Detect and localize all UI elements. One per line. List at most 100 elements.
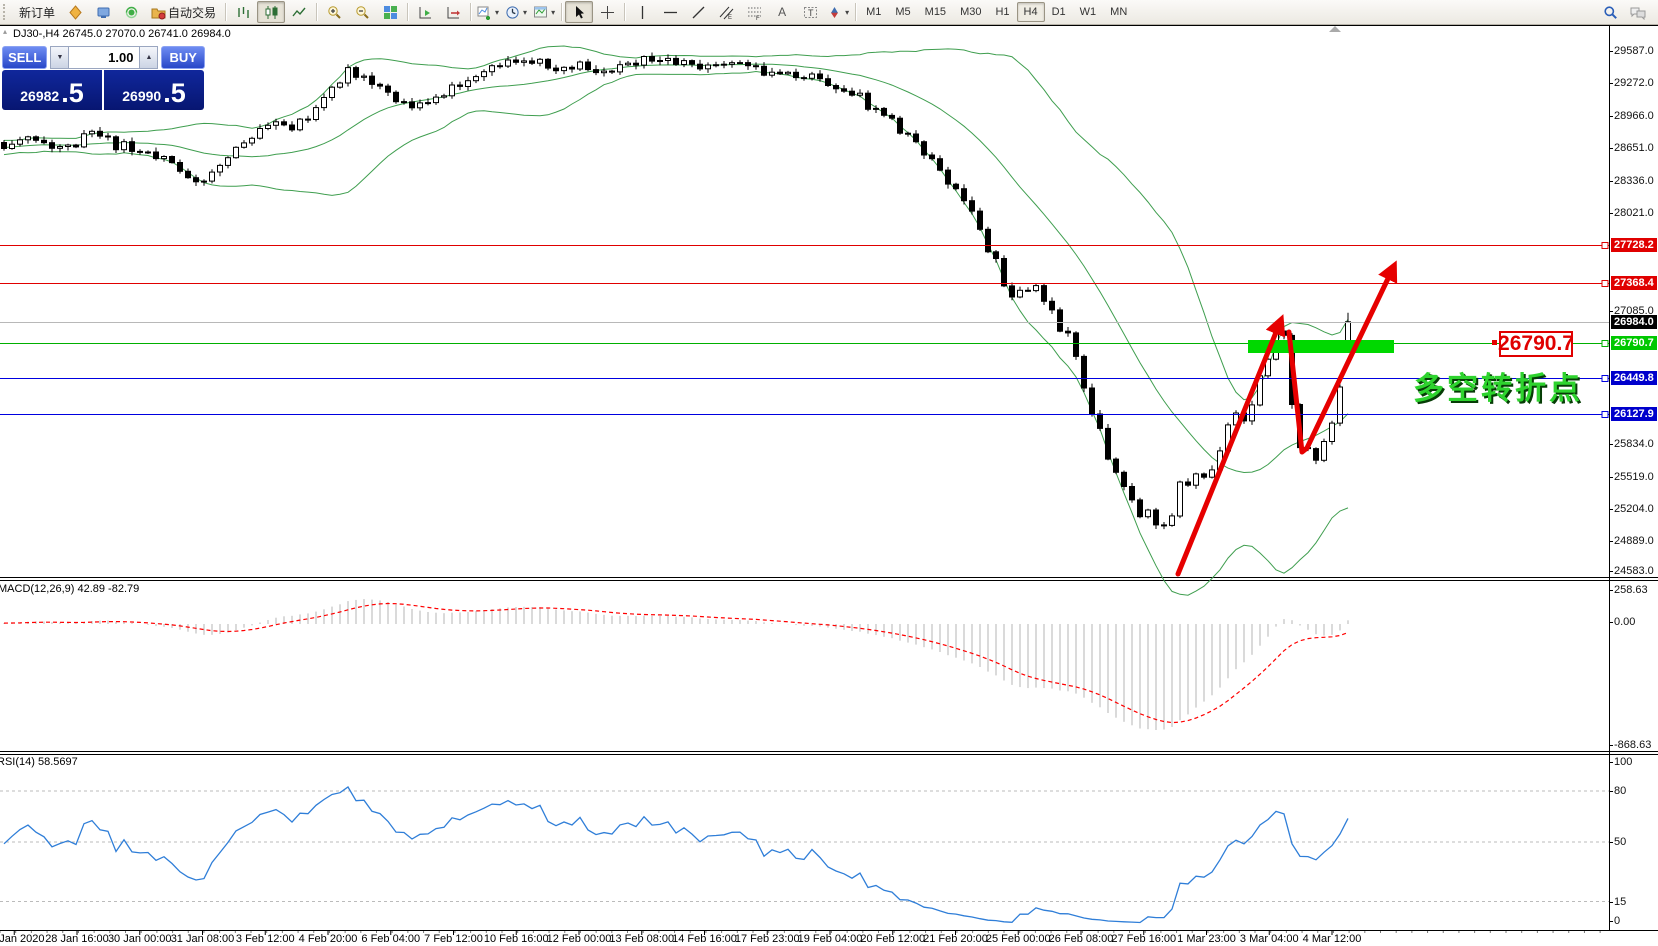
time-axis-label: 7 Feb 12:00	[424, 933, 483, 945]
buy-price[interactable]: 26990 .5	[104, 70, 204, 110]
sell-button[interactable]: SELL	[2, 46, 48, 69]
market-icon[interactable]	[89, 1, 117, 23]
cn-annotation: 多空转折点	[1413, 371, 1583, 406]
price-axis-tick: 29587.0	[1614, 45, 1654, 57]
macd-axis-tick: 0.00	[1614, 616, 1636, 628]
channel-badge: E	[728, 15, 732, 20]
time-axis-label: 30 Jan 00:00	[107, 933, 172, 945]
rsi-axis-tick: 100	[1614, 756, 1633, 768]
signals-icon[interactable]	[117, 1, 145, 23]
time-axis-label: 12 Feb 00:00	[546, 933, 612, 945]
sell-price-frac: .5	[61, 78, 84, 108]
autotrading-icon	[151, 8, 166, 19]
price-axis-tick: 28966.0	[1614, 110, 1654, 122]
one-click-trade-panel: SELL ▼ ▲ BUY 26982 .5 26990 .5	[2, 46, 205, 110]
time-axis-label: 26 Feb 08:00	[1048, 933, 1114, 945]
tab-timeframe-m15[interactable]: M15	[924, 6, 947, 18]
text-label-tool[interactable]: T	[796, 1, 824, 23]
price-level-label: 27368.4	[1611, 276, 1657, 290]
price-level-label: 26127.9	[1611, 407, 1657, 421]
price-level-label: 26984.0	[1611, 315, 1657, 329]
tile-windows-icon[interactable]	[376, 1, 404, 23]
time-axis-label: 21 Feb 20:00	[923, 933, 988, 945]
sell-price-main: 26982	[20, 88, 60, 104]
bar-chart-icon[interactable]	[229, 1, 257, 23]
price-axis-tick: 27085.0	[1614, 305, 1654, 317]
price-level-label: 26790.7	[1611, 336, 1657, 350]
buy-button[interactable]: BUY	[161, 46, 205, 69]
time-axis-label: 25 Feb 00:00	[985, 933, 1051, 945]
time-axis-label: 17 Feb 23:00	[734, 933, 800, 945]
zoom-out-icon[interactable]	[348, 1, 376, 23]
periods-button[interactable]: ▾	[502, 1, 530, 23]
metaeditor-icon[interactable]	[61, 1, 89, 23]
autotrading-button[interactable]: 自动交易	[145, 1, 222, 23]
price-callout-box[interactable]: 26790.7	[1498, 331, 1574, 357]
tab-timeframe-m30[interactable]: M30	[960, 6, 982, 18]
sell-price[interactable]: 26982 .5	[2, 70, 102, 110]
fibonacci-tool[interactable]: F	[740, 1, 768, 23]
price-axis-tick: 24583.0	[1614, 565, 1654, 577]
equidistant-channel-tool[interactable]: E	[712, 1, 740, 23]
tab-timeframe-m5[interactable]: M5	[895, 6, 911, 18]
volume-decrease-button[interactable]: ▼	[50, 46, 70, 69]
chevron-down-icon: ▾	[495, 7, 500, 17]
tab-timeframe-mn[interactable]: MN	[1110, 6, 1128, 18]
line-chart-icon[interactable]	[285, 1, 313, 23]
rsi-axis-tick: 15	[1614, 896, 1627, 908]
time-axis-label: 4 Feb 20:00	[298, 933, 358, 945]
candlestick-chart-icon[interactable]	[257, 1, 286, 23]
horizontal-line-tool[interactable]	[656, 1, 684, 23]
tab-timeframe-d1[interactable]: D1	[1051, 6, 1066, 18]
chevron-down-icon: ▾	[551, 7, 556, 17]
price-axis-tick: 28336.0	[1614, 175, 1654, 187]
crosshair-tool[interactable]	[593, 1, 621, 23]
cursor-tool[interactable]	[565, 1, 594, 23]
vertical-line-tool[interactable]	[628, 1, 656, 23]
trendline-tool[interactable]	[684, 1, 712, 23]
macd-axis-tick: 258.63	[1614, 584, 1648, 596]
volume-increase-button[interactable]: ▲	[139, 46, 159, 69]
collapse-panel-icon[interactable]: ▴	[3, 27, 8, 36]
rsi-axis-tick: 50	[1614, 836, 1627, 848]
indicators-icon	[477, 6, 491, 20]
time-axis-label: 27 Jan 2020	[0, 933, 45, 945]
volume-input[interactable]	[69, 46, 140, 69]
svg-text:T: T	[808, 8, 814, 18]
buy-price-main: 26990	[122, 88, 162, 104]
price-axis-tick: 25834.0	[1614, 438, 1654, 450]
time-axis-label: 3 Mar 04:00	[1239, 933, 1299, 945]
autotrading-label: 自动交易	[168, 5, 217, 20]
price-axis-tick: 24889.0	[1614, 535, 1654, 547]
tab-timeframe-h1[interactable]: H1	[995, 6, 1010, 18]
new-order-button[interactable]: 新订单	[19, 5, 56, 20]
chat-icon[interactable]	[1624, 1, 1652, 23]
search-icon[interactable]	[1596, 1, 1624, 23]
zoom-in-icon[interactable]	[320, 1, 348, 23]
indicators-button[interactable]: ▾	[474, 1, 502, 23]
time-axis-label: 14 Feb 16:00	[672, 933, 737, 945]
clock-icon	[506, 5, 519, 19]
chart-shift-icon[interactable]	[439, 1, 467, 23]
toolbar-grip[interactable]	[3, 4, 10, 20]
price-axis-tick: 28021.0	[1614, 207, 1654, 219]
symbol-title: DJ30-,H4 26745.0 27070.0 26741.0 26984.0	[13, 28, 231, 40]
tab-timeframe-w1[interactable]: W1	[1079, 6, 1097, 18]
chevron-down-icon: ▾	[845, 7, 850, 17]
macd-title: MACD(12,26,9) 42.89 -82.79	[0, 583, 140, 595]
text-tool[interactable]: A	[778, 5, 787, 19]
time-axis-label: 4 Mar 12:00	[1302, 933, 1362, 945]
rsi-axis-tick: 80	[1614, 785, 1627, 797]
tab-timeframe-h4[interactable]: H4	[1016, 2, 1045, 22]
timeframe-group: M1 M5 M15 M30 H1 H4 D1 W1 MN	[859, 2, 1134, 22]
rsi-axis-tick: 0	[1614, 915, 1621, 927]
arrows-tool[interactable]: ▾	[824, 1, 852, 23]
tab-timeframe-m1[interactable]: M1	[866, 6, 882, 18]
time-axis-label: 6 Feb 04:00	[361, 933, 421, 945]
chevron-down-icon: ▾	[523, 7, 528, 17]
price-axis-tick: 28651.0	[1614, 142, 1654, 154]
templates-button[interactable]: ▾	[530, 1, 558, 23]
auto-scroll-icon[interactable]	[411, 1, 439, 23]
